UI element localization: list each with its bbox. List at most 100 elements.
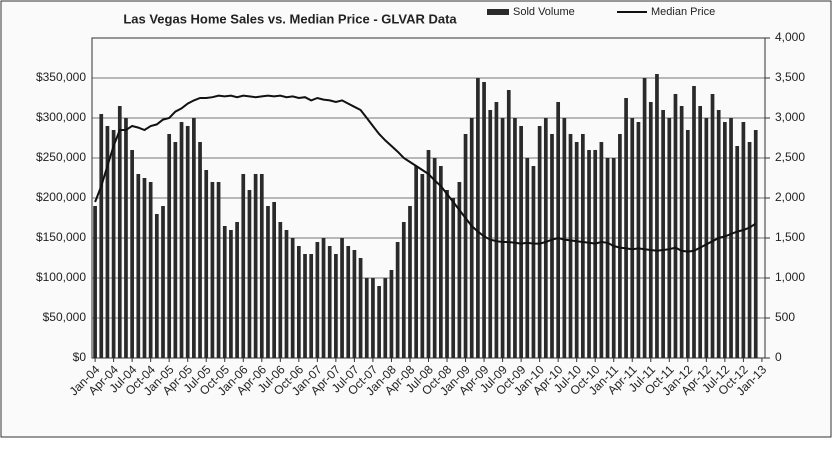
bar (661, 110, 665, 358)
bar (482, 82, 486, 358)
bar (445, 190, 449, 358)
bar (574, 142, 579, 358)
bar (581, 134, 585, 358)
y2-tick-label: 500 (775, 310, 795, 324)
bar (179, 122, 184, 358)
bar (266, 206, 270, 358)
bar (568, 134, 573, 358)
bar (624, 98, 628, 358)
bar (389, 270, 394, 358)
bar (340, 238, 344, 358)
bar (679, 106, 684, 358)
bar (531, 166, 536, 358)
bar (290, 238, 295, 358)
bar (519, 126, 523, 358)
bar (562, 118, 567, 358)
bar (117, 106, 122, 358)
bar (704, 118, 709, 358)
bar (753, 130, 758, 358)
bar (148, 182, 153, 358)
y2-tick-label: 0 (775, 350, 782, 364)
chart-title: Las Vegas Home Sales vs. Median Price - … (123, 11, 457, 26)
bar (315, 242, 320, 358)
y-tick-label: $150,000 (36, 230, 86, 244)
bar (130, 150, 134, 358)
legend-label: Median Price (651, 6, 715, 18)
bar (457, 182, 462, 358)
bar (210, 182, 215, 358)
bar (327, 246, 332, 358)
y-tick-label: $350,000 (36, 70, 86, 84)
bar (537, 126, 542, 358)
bar (420, 174, 425, 358)
bar (383, 278, 388, 358)
y2-tick-label: 3,500 (775, 70, 805, 84)
y-tick-label: $200,000 (36, 190, 86, 204)
bar (321, 238, 326, 358)
bar (303, 254, 307, 358)
bar (247, 190, 252, 358)
bar (513, 118, 517, 358)
bar (364, 278, 369, 358)
y-tick-label: $250,000 (36, 150, 86, 164)
bar (272, 202, 276, 358)
bar (99, 114, 104, 358)
bar (161, 206, 165, 358)
bar (371, 278, 375, 358)
bar (414, 166, 419, 358)
bar (667, 118, 672, 358)
bar (618, 134, 622, 358)
bar (346, 246, 351, 358)
bar (556, 102, 561, 358)
bar (154, 214, 159, 358)
y-tick-label: $100,000 (36, 270, 86, 284)
bar (550, 134, 554, 358)
bar (543, 118, 548, 358)
bar (494, 102, 499, 358)
bar (729, 118, 733, 358)
bar (642, 78, 647, 358)
bar (506, 90, 511, 358)
bar (488, 110, 493, 358)
legend-label: Sold Volume (513, 6, 575, 18)
bar (401, 222, 406, 358)
bar (296, 246, 301, 358)
bar (723, 122, 727, 358)
bar (593, 150, 598, 358)
bar (741, 122, 746, 358)
bar (395, 242, 400, 358)
bar (747, 142, 752, 358)
y-tick-label: $50,000 (43, 310, 87, 324)
bar (136, 174, 141, 358)
bar (463, 134, 468, 358)
bar (469, 118, 474, 358)
bar (253, 174, 258, 358)
bar (735, 146, 740, 358)
bar (259, 174, 264, 358)
y2-tick-label: 2,000 (775, 190, 805, 204)
y2-tick-label: 2,500 (775, 150, 805, 164)
bar (185, 126, 190, 358)
bar (173, 142, 178, 358)
y2-tick-label: 1,500 (775, 230, 805, 244)
median-price-line (94, 94, 757, 253)
bar (432, 158, 437, 358)
bar (525, 158, 530, 358)
bar (278, 222, 283, 358)
y2-tick-label: 1,000 (775, 270, 805, 284)
bar (167, 134, 172, 358)
bar (692, 86, 696, 358)
bar (352, 250, 357, 358)
bar (605, 158, 610, 358)
y2-tick-label: 4,000 (775, 30, 805, 44)
bar (124, 118, 128, 358)
bar (142, 178, 147, 358)
bar (636, 122, 641, 358)
bar (216, 182, 221, 358)
bar (438, 166, 443, 358)
bar (611, 158, 616, 358)
bar (587, 150, 591, 358)
bar (685, 130, 690, 358)
bar (309, 254, 314, 358)
